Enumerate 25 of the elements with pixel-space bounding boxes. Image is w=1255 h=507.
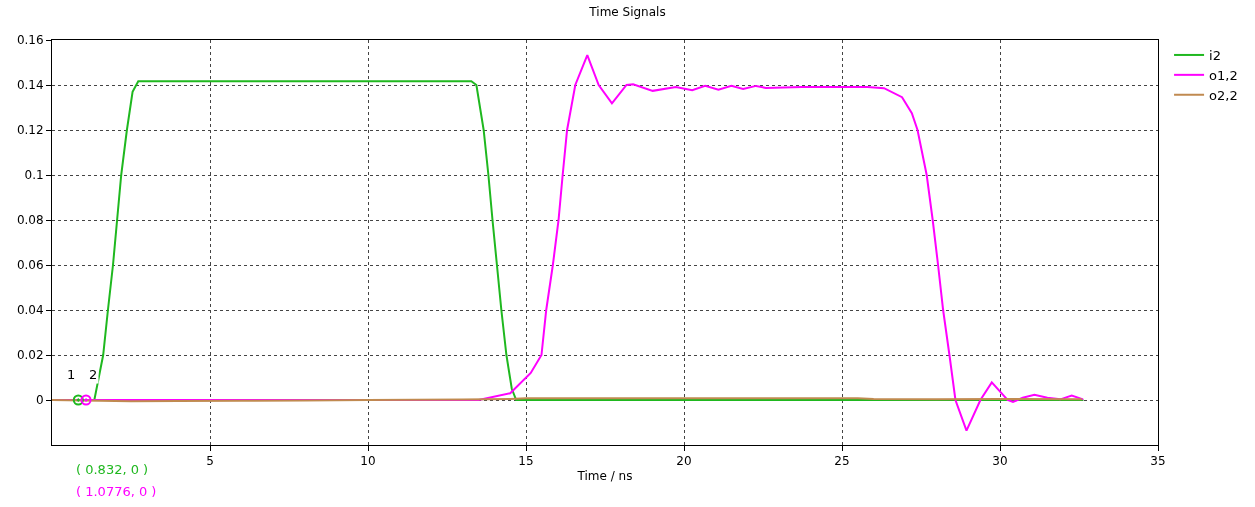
x-tick-label: 20 (676, 454, 692, 469)
x-tick-label: 30 (992, 454, 1008, 469)
x-axis-title: Time / ns (576, 469, 633, 484)
y-tick-label: 0.12 (16, 123, 44, 138)
text: ( 1.0776, 0 ) (76, 484, 157, 499)
x-tick-label: 5 (206, 454, 214, 469)
y-tick-label: 0.06 (16, 258, 44, 273)
y-tick-label: 0.08 (16, 213, 44, 228)
y-tick-label: 0.02 (16, 348, 44, 363)
annotation: 1 (67, 367, 76, 382)
x-tick-label: 25 (834, 454, 850, 469)
y-tick-label: 0.14 (16, 78, 44, 93)
x-tick-label: 10 (360, 454, 376, 469)
y-tick-label: 0 (35, 393, 44, 408)
y-tick-label: 0.1 (24, 168, 44, 183)
x-tick-label: 15 (518, 454, 534, 469)
y-tick-label: 0.04 (16, 303, 44, 318)
annotation: 2 (89, 367, 98, 382)
legend-label: o1,2 (1209, 67, 1238, 83)
legend-label: o2,2 (1209, 87, 1238, 103)
y-tick-label: 0.16 (16, 33, 44, 48)
text: ( 0.832, 0 ) (76, 462, 149, 477)
legend-label: i2 (1209, 48, 1221, 64)
x-tick-label: 35 (1150, 454, 1166, 469)
chart-title: Time Signals (588, 5, 666, 19)
